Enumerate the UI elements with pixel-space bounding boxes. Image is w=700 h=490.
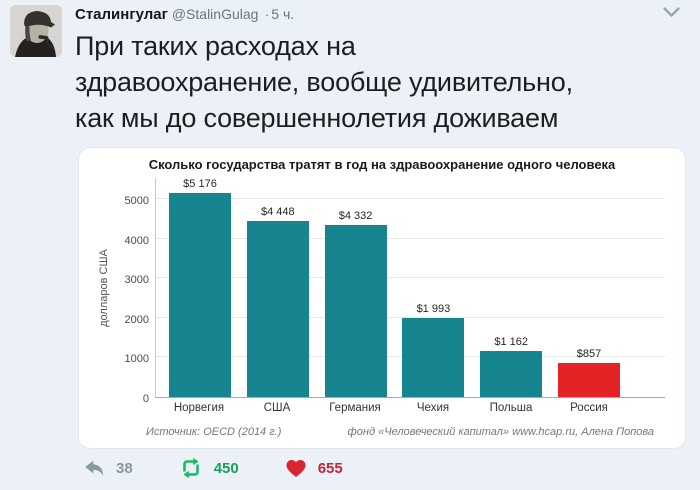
author-handle[interactable]: @StalinGulag [171,6,259,22]
bar-group: $857 [557,178,620,397]
bar-group: $5 176 [169,178,231,397]
plot-wrap: $5 176 $4 448 $4 332 $1 993 $1 162 $857 Норве… [155,178,665,414]
x-tick-label: Норвегия [173,402,225,414]
tweet-text: При таких расходах на здравоохранение, в… [75,28,687,136]
reply-icon [85,460,103,476]
bar-value-label: $5 176 [183,178,217,190]
chart-source-left: Источник: OECD (2014 г.) [146,426,282,438]
chart-title: Сколько государства тратят в год на здра… [148,157,616,172]
reply-button[interactable]: 38 [84,459,133,478]
bar-value-label: $4 332 [338,210,373,223]
bar-value-label: $1 993 [416,303,451,316]
tweet-text-line: здравоохранение, вообще удивительно, [75,67,573,97]
bar-group: $1 162 [480,178,543,397]
y-tick-label: 0 [142,393,149,405]
bar-value-label: $1 162 [494,336,529,348]
y-axis-title-holder: долларов США [93,178,115,414]
retweet-icon [182,457,199,479]
reply-count: 38 [116,459,133,477]
tweet-text-line: При таких расходах на [75,31,356,61]
avatar[interactable] [10,5,62,57]
gridline [156,237,665,239]
chart-footer: Источник: OECD (2014 г.) фонд «Человечес… [79,426,685,438]
chevron-down-icon [663,7,680,17]
tweet-menu-caret[interactable] [661,4,682,23]
bar [324,225,387,397]
y-axis: 0 1000 2000 3000 4000 5000 [115,178,155,405]
tweet-header: Сталингулаг @StalinGulag · 5 ч. [75,6,687,26]
heart-icon [286,460,306,477]
y-tick-label: 2000 [124,313,149,326]
plot-area: $5 176 $4 448 $4 332 $1 993 $1 162 $857 [155,178,665,398]
timestamp[interactable]: 5 ч. [271,6,295,22]
gridline [156,316,665,318]
bar-value-label: $857 [576,348,602,361]
tweet-actions: 38 450 655 [84,457,343,479]
x-tick-label: Чехия [416,402,450,414]
retweet-count: 450 [213,459,239,477]
bar [402,318,465,397]
retweet-button[interactable]: 450 [179,457,239,479]
stalin-portrait-image [10,5,62,57]
bar-value-label: $4 448 [260,205,295,218]
bar [246,220,309,397]
bar [169,193,231,397]
x-tick-label: США [263,402,291,414]
chart-media-card[interactable]: Сколько государства тратят в год на здра… [78,147,686,449]
x-tick-label: Польша [489,402,533,414]
y-tick-label: 1000 [124,353,149,366]
author-name[interactable]: Сталингулаг [75,6,168,23]
y-tick-label: 5000 [124,195,149,207]
tweet-text-line: как мы до совершеннолетия доживаем [75,103,559,133]
like-count: 655 [317,459,343,477]
y-axis-title: долларов США [98,249,110,327]
bar [480,351,543,397]
like-button[interactable]: 655 [285,458,343,478]
chart-area: долларов США 0 1000 2000 3000 4000 5000 $5 17… [79,178,685,414]
gridline [156,277,665,279]
bar-group: $4 448 [246,178,309,397]
y-tick-label: 3000 [124,274,149,287]
x-tick-label: Германия [329,402,381,414]
chart-source-right: фонд «Человеческий капитал» www.hcap.ru,… [347,426,654,438]
bar [557,363,620,397]
tweet: Сталингулаг @StalinGulag · 5 ч. При таких … [10,4,687,479]
gridline [156,198,665,199]
y-tick-label: 4000 [124,234,149,247]
bar-group: $1 993 [402,178,465,397]
header-separator: · [264,6,270,22]
x-tick-label: Россия [570,402,608,414]
x-labels: Норвегия США Германия Чехия Польша Россия [155,402,665,414]
bar-group: $4 332 [324,178,387,397]
